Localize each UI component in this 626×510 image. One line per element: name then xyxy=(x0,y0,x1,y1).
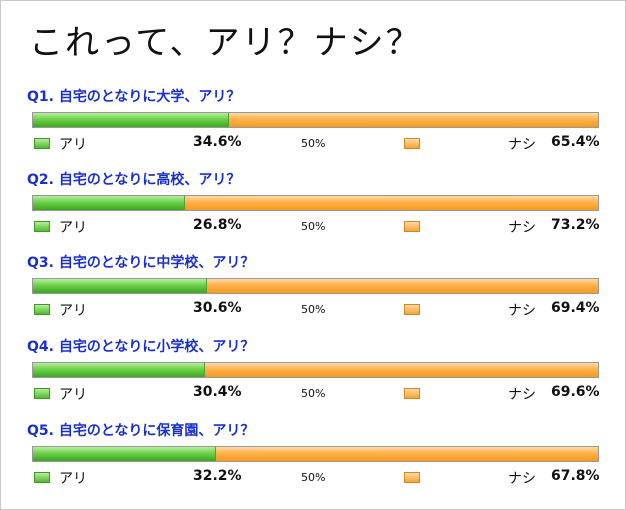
series-label-yes: アリ xyxy=(59,137,87,153)
stacked-bar xyxy=(32,278,599,294)
legend-swatch-no xyxy=(404,138,420,149)
series-label-no: ナシ xyxy=(508,387,536,403)
midpoint-label: 50% xyxy=(301,387,326,400)
series-label-yes: アリ xyxy=(59,471,87,487)
midpoint-label: 50% xyxy=(301,137,326,150)
value-label-yes: 26.8% xyxy=(193,217,242,233)
chart-title: これって、アリ？ナシ？ xyxy=(29,23,422,63)
legend-swatch-no xyxy=(404,472,420,483)
bar-segment-yes xyxy=(33,113,230,127)
question-label: Q1. 自宅のとなりに大学、アリ？ xyxy=(27,89,241,105)
stacked-bar xyxy=(32,362,599,378)
legend-swatch-yes xyxy=(34,138,50,149)
legend-swatch-no xyxy=(404,388,420,399)
question-label: Q3. 自宅のとなりに中学校、アリ？ xyxy=(27,255,255,271)
value-label-no: 69.6% xyxy=(551,384,600,400)
legend-swatch-yes xyxy=(34,388,50,399)
legend-swatch-yes xyxy=(34,221,50,232)
question-label: Q2. 自宅のとなりに高校、アリ？ xyxy=(27,172,241,188)
bar-segment-yes xyxy=(33,279,207,293)
value-label-no: 65.4% xyxy=(551,134,600,150)
series-label-yes: アリ xyxy=(59,220,87,236)
bar-segment-no xyxy=(205,279,598,293)
value-label-no: 69.4% xyxy=(551,300,600,316)
series-label-yes: アリ xyxy=(59,303,87,319)
bar-segment-no xyxy=(203,363,598,377)
bar-segment-no xyxy=(214,447,598,461)
value-label-yes: 34.6% xyxy=(193,134,242,150)
value-label-no: 73.2% xyxy=(551,217,600,233)
midpoint-label: 50% xyxy=(301,471,326,484)
bar-segment-no xyxy=(227,113,598,127)
legend-swatch-no xyxy=(404,221,420,232)
bar-segment-yes xyxy=(33,363,206,377)
legend-swatch-yes xyxy=(34,304,50,315)
series-label-no: ナシ xyxy=(508,220,536,236)
series-label-no: ナシ xyxy=(508,471,536,487)
midpoint-label: 50% xyxy=(301,303,326,316)
value-label-yes: 30.6% xyxy=(193,300,242,316)
stacked-bar xyxy=(32,112,599,128)
question-label: Q4. 自宅のとなりに小学校、アリ？ xyxy=(27,339,255,355)
bar-segment-yes xyxy=(33,447,216,461)
value-label-yes: 32.2% xyxy=(193,468,242,484)
series-label-no: ナシ xyxy=(508,137,536,153)
series-label-no: ナシ xyxy=(508,303,536,319)
series-label-yes: アリ xyxy=(59,387,87,403)
midpoint-label: 50% xyxy=(301,220,326,233)
value-label-yes: 30.4% xyxy=(193,384,242,400)
value-label-no: 67.8% xyxy=(551,468,600,484)
question-label: Q5. 自宅のとなりに保育園、アリ？ xyxy=(27,423,255,439)
bar-segment-no xyxy=(183,196,598,210)
legend-swatch-no xyxy=(404,304,420,315)
legend-swatch-yes xyxy=(34,472,50,483)
stacked-bar xyxy=(32,446,599,462)
stacked-bar xyxy=(32,195,599,211)
bar-segment-yes xyxy=(33,196,185,210)
